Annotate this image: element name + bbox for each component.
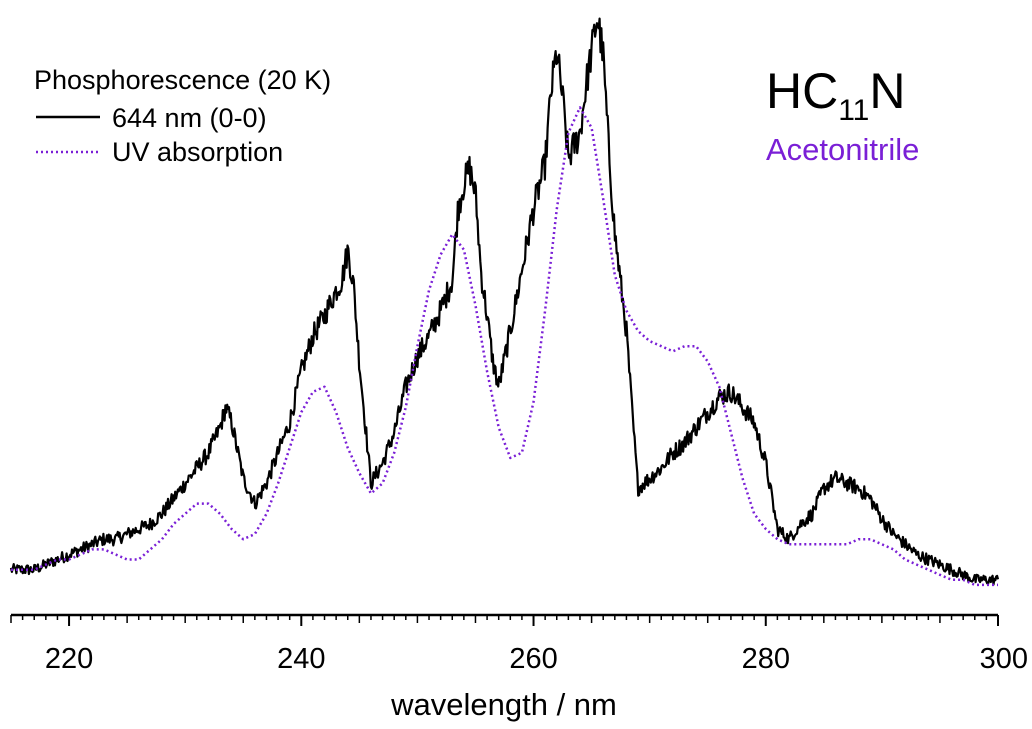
x-axis-title: wavelength / nm [390, 687, 617, 722]
tick-label-260: 260 [509, 643, 557, 675]
x-axis-tick-labels: 220 240 260 280 300 [45, 643, 1028, 675]
legend-label-uv-absorption: UV absorption [112, 137, 283, 167]
tick-label-280: 280 [742, 643, 790, 675]
legend-label-phosphorescence: 644 nm (0-0) [112, 103, 267, 133]
solvent-label: Acetonitrile [766, 132, 919, 167]
series-line-phosphorescence [9, 17, 1000, 586]
series-line-uv-absorption [11, 106, 998, 587]
tick-label-240: 240 [277, 643, 325, 675]
tick-label-220: 220 [45, 643, 93, 675]
legend: Phosphorescence (20 K) 644 nm (0-0) UV a… [34, 65, 331, 167]
tick-label-300: 300 [980, 643, 1028, 675]
legend-title: Phosphorescence (20 K) [34, 65, 331, 95]
x-axis-ticks [10, 615, 999, 626]
compound-label: HC11N [766, 63, 905, 127]
plot-area [9, 17, 1000, 587]
